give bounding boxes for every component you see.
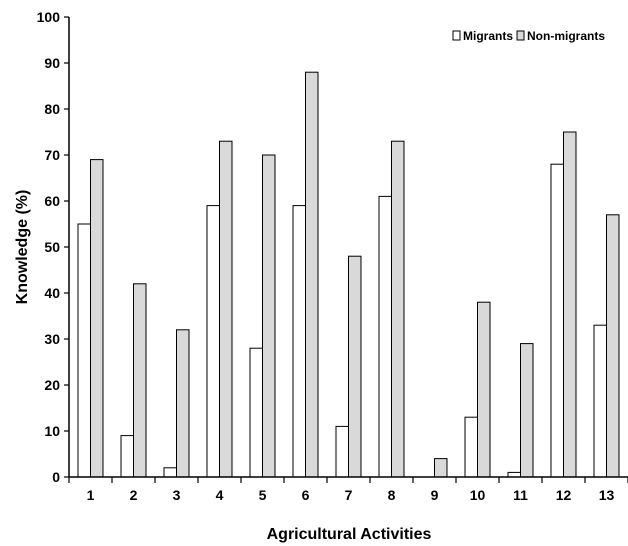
x-tick-label: 7 <box>345 487 353 503</box>
bar-non-migrants-11 <box>520 343 534 478</box>
legend: Migrants Non-migrants <box>452 29 605 43</box>
legend-swatch-non-migrants <box>516 30 525 41</box>
y-tick-label: 0 <box>52 469 60 485</box>
y-tick-label: 10 <box>44 423 60 439</box>
y-tick-label: 90 <box>44 55 60 71</box>
y-tick-label: 50 <box>44 239 60 255</box>
y-tick-label: 100 <box>37 9 61 25</box>
bar-migrants-3 <box>163 467 177 478</box>
bar-migrants-13 <box>593 324 607 478</box>
legend-label-migrants: Migrants <box>463 29 513 43</box>
y-tick-label: 80 <box>44 101 60 117</box>
x-tick-label: 13 <box>599 487 615 503</box>
bar-migrants-1 <box>77 223 91 478</box>
x-tick-label: 5 <box>259 487 267 503</box>
bar-migrants-8 <box>378 195 392 478</box>
bar-migrants-2 <box>120 435 134 478</box>
x-tick-label: 1 <box>87 487 95 503</box>
legend-swatch-migrants <box>452 30 461 41</box>
x-tick-label: 2 <box>130 487 138 503</box>
x-axis-title: Agricultural Activities <box>267 526 432 543</box>
bar-non-migrants-1 <box>90 159 104 478</box>
bar-non-migrants-6 <box>305 71 319 478</box>
x-tick-label: 9 <box>431 487 439 503</box>
bar-non-migrants-4 <box>219 140 233 478</box>
bar-non-migrants-8 <box>391 140 405 478</box>
y-tick-label: 40 <box>44 285 60 301</box>
y-tick-label: 60 <box>44 193 60 209</box>
bar-migrants-12 <box>550 163 564 478</box>
x-tick-label: 3 <box>173 487 181 503</box>
y-tick-label: 20 <box>44 377 60 393</box>
bar-migrants-10 <box>464 416 478 478</box>
bars-layer <box>77 71 620 478</box>
legend-label-non-migrants: Non-migrants <box>527 29 605 43</box>
bar-non-migrants-10 <box>477 301 491 478</box>
y-tick-label: 30 <box>44 331 60 347</box>
x-tick-label: 10 <box>470 487 486 503</box>
bar-non-migrants-13 <box>606 214 620 478</box>
x-tick-label: 6 <box>302 487 310 503</box>
bar-non-migrants-2 <box>133 283 147 478</box>
bar-migrants-5 <box>249 347 263 478</box>
y-axis-title: Knowledge (%) <box>14 190 31 305</box>
x-tick-label: 4 <box>216 487 224 503</box>
bar-migrants-4 <box>206 205 220 478</box>
bar-migrants-7 <box>335 425 349 478</box>
bar-non-migrants-3 <box>176 329 190 478</box>
bar-non-migrants-12 <box>563 131 577 478</box>
y-tick-label: 70 <box>44 147 60 163</box>
x-tick-label: 8 <box>388 487 396 503</box>
x-tick-label: 11 <box>513 487 528 503</box>
bar-migrants-6 <box>292 205 306 478</box>
bar-non-migrants-5 <box>262 154 276 478</box>
bar-non-migrants-7 <box>348 255 362 478</box>
x-tick-label: 12 <box>556 487 572 503</box>
bar-non-migrants-9 <box>434 458 448 478</box>
